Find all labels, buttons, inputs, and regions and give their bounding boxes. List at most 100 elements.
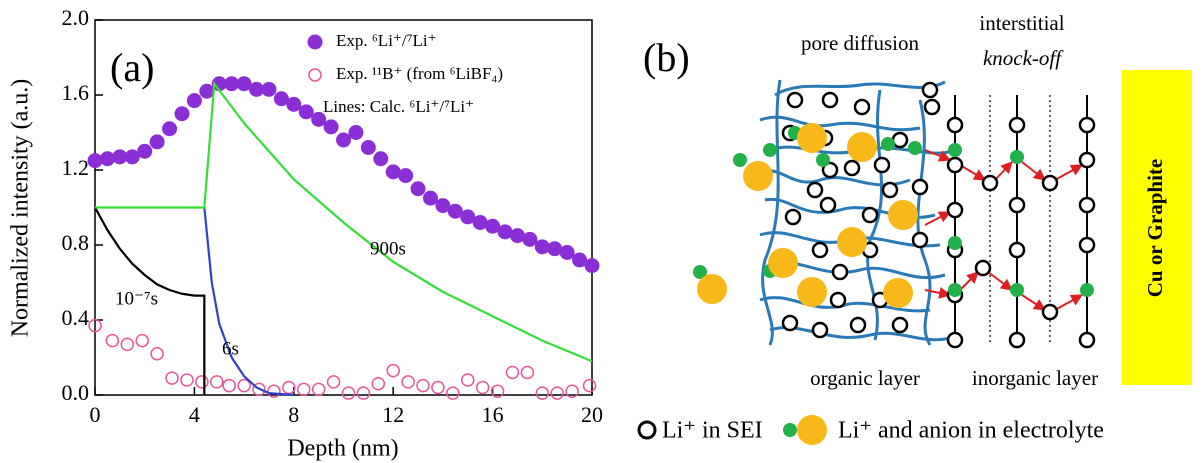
sei-li: [983, 176, 997, 190]
panel-label: (a): [110, 45, 154, 90]
legend-note: Lines: Calc. ⁶Li⁺/⁷Li⁺: [323, 97, 474, 116]
data-point: [522, 232, 537, 247]
data-point: [506, 367, 518, 379]
data-point: [372, 378, 384, 390]
data-point: [373, 151, 388, 166]
electrolyte-li: [797, 123, 827, 153]
legend-electrolyte: Li⁺ and anion in electrolyte: [838, 418, 1104, 444]
calc-line: [204, 208, 293, 396]
sei-li: [823, 93, 837, 107]
inorganic-label: inorganic layer: [972, 366, 1098, 390]
sei-li: [788, 93, 802, 107]
anion: [1010, 150, 1024, 164]
pore-label: pore diffusion: [801, 31, 920, 55]
x-axis-label: Depth (nm): [287, 436, 398, 462]
sei-li: [851, 318, 865, 332]
sei-li: [1080, 118, 1094, 132]
electrolyte-li: [883, 278, 913, 308]
sei-li: [863, 208, 877, 222]
electrolyte-li: [837, 227, 867, 257]
sei-li: [855, 100, 869, 114]
diagram: (b) pore diffusion interstitial knock-of…: [639, 11, 1192, 445]
legend-sei-marker: [639, 422, 655, 438]
sei-li: [925, 100, 939, 114]
data-point: [106, 335, 118, 347]
x-tick-label: 8: [288, 402, 299, 427]
x-tick-label: 20: [581, 402, 603, 427]
data-point: [211, 376, 223, 388]
data-point: [151, 348, 163, 360]
anion: [733, 153, 747, 167]
electrolyte-li: [797, 277, 827, 307]
data-point: [286, 97, 301, 112]
sei-li: [1080, 198, 1094, 212]
x-tick-label: 4: [189, 402, 200, 427]
data-point: [199, 84, 214, 99]
legend-label: Exp. ⁶Li⁺/⁷Li⁺: [336, 31, 437, 50]
data-point: [187, 93, 202, 108]
sei-li: [883, 183, 897, 197]
sei-li: [808, 183, 822, 197]
sei-li: [845, 161, 859, 175]
anion: [948, 236, 962, 250]
line-label: 10⁻⁷s: [115, 288, 158, 309]
data-point: [551, 387, 563, 399]
legend-label: Exp. ¹¹B⁺ (from ⁶LiBF₄): [336, 64, 503, 83]
sei-li: [948, 333, 962, 347]
data-point: [298, 383, 310, 395]
sei-li: [893, 133, 907, 147]
y-tick-label: 1.6: [62, 80, 90, 105]
electrolyte-li: [888, 200, 918, 230]
x-tick-label: 12: [382, 402, 404, 427]
data-point: [223, 380, 235, 392]
data-point: [402, 376, 414, 388]
data-point: [432, 382, 444, 394]
data-point: [361, 140, 376, 155]
sei-li: [786, 210, 800, 224]
lattice: [955, 95, 1087, 345]
electrolyte-li: [768, 248, 798, 278]
legend-sei: Li⁺ in SEI: [662, 418, 763, 444]
data-point: [283, 382, 295, 394]
sei-li: [923, 83, 937, 97]
panel-label: (b): [643, 35, 690, 80]
hop-arrows: [925, 150, 1082, 310]
data-point: [313, 383, 325, 395]
y-tick-label: 0.0: [62, 380, 90, 405]
data-point: [417, 380, 429, 392]
anion: [763, 143, 777, 157]
data-point: [196, 376, 208, 388]
sei-li: [1080, 153, 1094, 167]
sei-li: [976, 261, 990, 275]
data-point: [411, 181, 426, 196]
data-point: [447, 387, 459, 399]
legend-li-marker: [797, 415, 827, 445]
legend-marker: [309, 69, 321, 81]
data-point: [536, 387, 548, 399]
sei-li: [1080, 333, 1094, 347]
y-tick-label: 1.2: [62, 155, 90, 180]
knockoff-label: knock-off: [983, 46, 1064, 70]
anion: [948, 143, 962, 157]
sei-li: [948, 118, 962, 132]
data-point: [398, 168, 413, 183]
legend-marker: [308, 35, 323, 50]
data-point: [336, 133, 351, 148]
sei-li: [813, 323, 827, 337]
data-point: [584, 380, 596, 392]
data-point: [121, 338, 133, 350]
data-point: [150, 134, 165, 149]
data-point: [560, 245, 575, 260]
data-point: [423, 191, 438, 206]
data-point: [174, 106, 189, 121]
y-tick-label: 0.8: [62, 230, 90, 255]
sei-li: [1010, 333, 1024, 347]
data-point: [357, 387, 369, 399]
sei-li: [1043, 305, 1057, 319]
sei-li: [833, 265, 847, 279]
sei-li: [821, 198, 835, 212]
electrolyte-li: [697, 274, 727, 304]
sei-li: [1010, 198, 1024, 212]
data-point: [324, 119, 339, 134]
sei-li: [831, 293, 845, 307]
